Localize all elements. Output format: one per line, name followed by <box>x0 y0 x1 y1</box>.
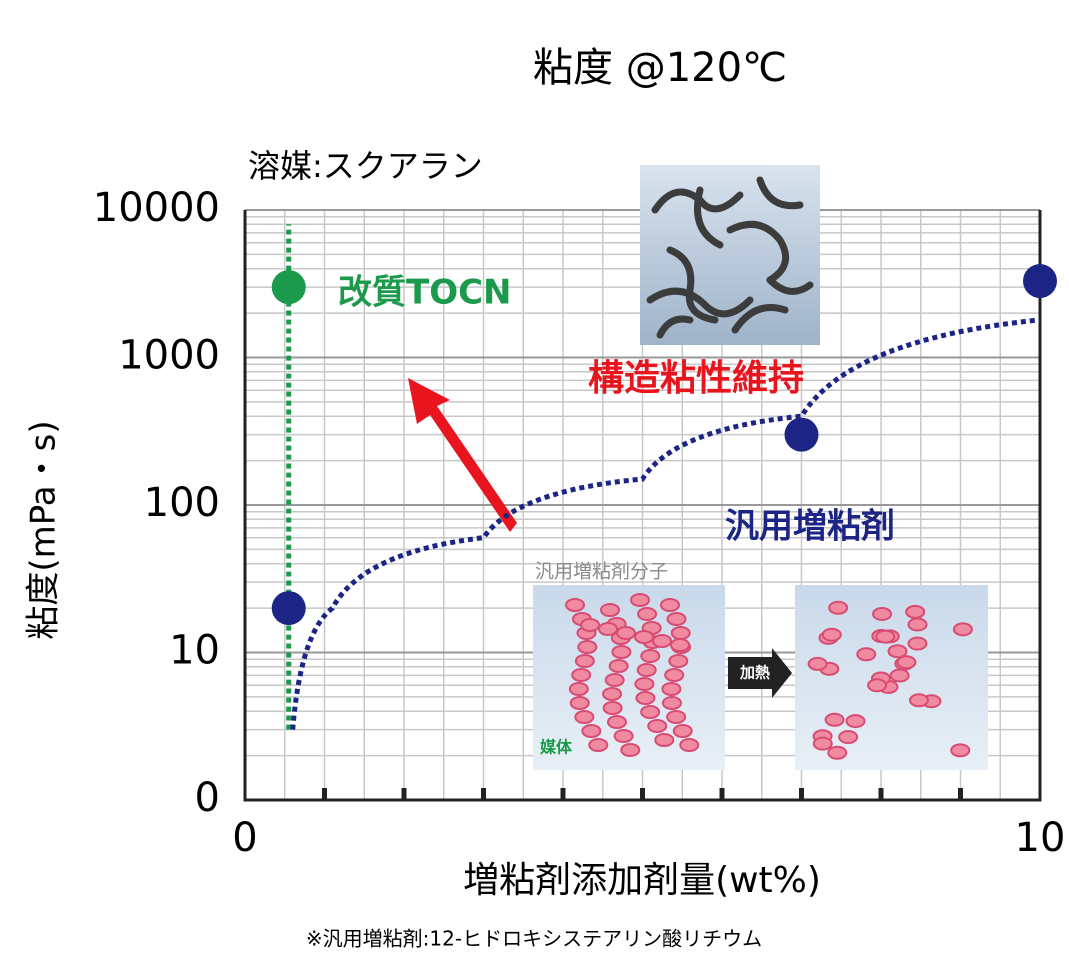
bead <box>807 656 828 671</box>
bead <box>588 738 609 752</box>
chart-title: 粘度 @120℃ <box>533 45 787 91</box>
data-point <box>271 270 306 305</box>
illustrations <box>408 165 988 770</box>
subtitle: 溶媒:スクアラン <box>248 147 483 185</box>
bead <box>580 618 600 632</box>
x-axis-label: 増粘剤添加剤量(wt%) <box>463 860 821 901</box>
bead <box>875 629 896 644</box>
bead <box>637 607 658 621</box>
y-tick-label: 100 <box>144 480 220 526</box>
bead <box>568 682 589 696</box>
bead <box>867 678 888 693</box>
bead <box>896 655 917 670</box>
bead <box>838 730 859 745</box>
bead <box>827 745 848 760</box>
bead <box>821 627 842 642</box>
beads <box>565 593 973 760</box>
bead <box>856 647 877 662</box>
footnote: ※汎用増粘剤:12-ヒドロキシステアリン酸リチウム <box>306 927 762 951</box>
bead <box>666 612 687 626</box>
bead <box>574 654 595 668</box>
data-point <box>271 591 306 626</box>
bead <box>664 668 685 682</box>
data-point <box>784 417 819 452</box>
bead <box>630 593 650 607</box>
bead <box>647 719 668 733</box>
bead <box>636 663 657 677</box>
bead <box>581 724 602 738</box>
bead <box>824 712 845 727</box>
data-point <box>1023 264 1057 299</box>
plot <box>271 224 1057 730</box>
bead <box>569 696 590 710</box>
bead <box>661 696 682 710</box>
bead <box>666 710 687 724</box>
bead <box>620 743 641 757</box>
bead <box>670 626 691 640</box>
bead <box>845 714 866 729</box>
bead <box>652 634 672 648</box>
y-tick-label: 10000 <box>93 185 220 231</box>
bead <box>565 598 585 612</box>
bead <box>571 668 592 682</box>
bead <box>668 654 689 668</box>
bead <box>611 645 632 659</box>
network-fibers <box>646 176 814 339</box>
bead <box>672 724 693 738</box>
bead <box>828 600 849 615</box>
heat-arrow <box>728 648 792 698</box>
annotation: 加熱 <box>739 664 770 682</box>
red-arrow <box>408 378 517 532</box>
bead <box>602 687 623 701</box>
bead <box>598 622 618 636</box>
bead <box>604 673 625 687</box>
bead <box>635 691 656 705</box>
bead <box>670 638 690 652</box>
annotation: 媒体 <box>540 738 573 757</box>
annotation: 構造粘性維持 <box>588 358 804 399</box>
bead <box>654 733 675 747</box>
bead <box>608 659 629 673</box>
annotation: 汎用増粘剤分子 <box>535 561 668 583</box>
bead <box>908 693 929 708</box>
bead <box>907 617 928 632</box>
bead <box>600 603 620 617</box>
bead <box>640 649 661 663</box>
bead <box>679 738 700 752</box>
y-tick-label: 0 <box>195 775 220 821</box>
x-tick-label: 0 <box>232 815 257 861</box>
y-tick-label: 1000 <box>118 333 220 379</box>
series-label: 汎用増粘剤 <box>725 507 895 547</box>
bead <box>872 606 893 621</box>
bead <box>660 598 680 612</box>
x-tick-label: 10 <box>1015 815 1066 861</box>
bead <box>905 604 926 619</box>
bead <box>634 630 654 644</box>
bead <box>613 729 634 743</box>
bead <box>812 736 833 751</box>
bead <box>577 640 598 654</box>
y-tick-label: 10 <box>169 628 220 674</box>
bead <box>606 715 627 729</box>
bead <box>640 705 661 719</box>
bead <box>602 701 623 715</box>
bead <box>950 743 971 758</box>
bead <box>661 682 682 696</box>
bead <box>889 668 910 683</box>
bead <box>952 622 973 637</box>
bead <box>887 644 908 659</box>
bead <box>574 710 595 724</box>
bead <box>907 636 928 651</box>
bead <box>634 677 655 691</box>
bead <box>616 626 636 640</box>
series-label: 改質TOCN <box>338 273 512 313</box>
y-axis-label: 粘度(mPa・s) <box>24 420 64 639</box>
trend-line <box>290 317 1041 730</box>
network-image <box>640 165 820 345</box>
